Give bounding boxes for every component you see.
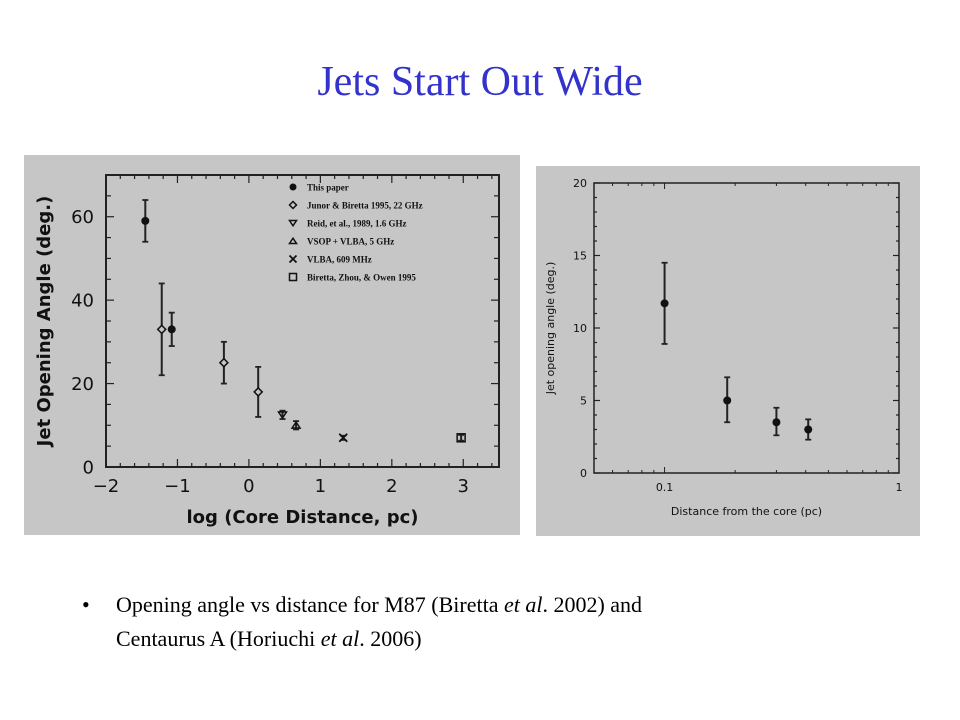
legend-entry: Reid, et al., 1989, 1.6 GHz	[307, 219, 407, 229]
bullet-item: • Opening angle vs distance for M87 (Bir…	[82, 588, 642, 622]
x-tick-label: 2	[386, 476, 397, 497]
data-point-filled-circle	[804, 425, 813, 434]
bullet-line-1: Opening angle vs distance for M87 (Biret…	[116, 592, 643, 617]
y-axis-title: Jet Opening Angle (deg.)	[34, 196, 55, 449]
m87-opening-angle-chart: −2 −1 0 1 2 3 0 20 40 60 log (Core Distance, pc) Je…	[34, 174, 500, 528]
x-tick-label: −1	[164, 476, 191, 497]
y-tick-label: 20	[573, 177, 587, 190]
bullet-list: • Opening angle vs distance for M87 (Bir…	[82, 588, 642, 656]
y-tick-label: 10	[573, 322, 587, 335]
legend-entry: Biretta, Zhou, & Owen 1995	[307, 273, 416, 283]
x-tick-label: 0.1	[656, 481, 674, 494]
data-point-filled-circle	[167, 325, 176, 334]
data-point-filled-circle	[723, 396, 732, 405]
y-tick-label: 0	[83, 457, 94, 478]
x-tick-label: 0	[243, 476, 254, 497]
data-point-square	[456, 433, 466, 443]
m87-chart-panel: −2 −1 0 1 2 3 0 20 40 60 log (Core Distance, pc) Je…	[24, 155, 520, 535]
x-tick-label: −2	[93, 476, 120, 497]
slide-title: Jets Start Out Wide	[317, 59, 643, 105]
data-point-cross	[288, 254, 298, 264]
plot-frame	[593, 182, 900, 474]
legend-entry: VSOP + VLBA, 5 GHz	[307, 237, 394, 247]
bullet-line-2: Centaurus A (Horiuchi et al. 2006)	[116, 626, 422, 651]
data-point-diamond	[156, 324, 167, 335]
data-point-triangle-down	[288, 219, 298, 228]
x-axis-title: Distance from the core (pc)	[671, 505, 822, 518]
x-tick-label: 1	[315, 476, 326, 497]
y-tick-label: 15	[573, 249, 587, 262]
y-tick-label: 5	[580, 394, 587, 407]
plot-frame	[105, 174, 500, 468]
data-point-diamond	[288, 200, 298, 210]
legend-entry: This paper	[307, 183, 349, 193]
y-tick-label: 20	[71, 374, 94, 395]
cena-chart-panel: 0.1 1 0 5 10 15 20 Distance from the core (pc) J…	[536, 166, 920, 536]
data-point-filled-circle	[772, 418, 781, 427]
data-point-triangle-up	[288, 236, 298, 245]
data-point-square	[288, 272, 298, 282]
legend-entry: Junor & Biretta 1995, 22 GHz	[307, 201, 423, 211]
data-point-diamond	[253, 386, 264, 397]
x-tick-label: 1	[896, 481, 903, 494]
x-tick-label: 3	[458, 476, 469, 497]
data-point-diamond	[218, 357, 229, 368]
y-tick-label: 60	[71, 207, 94, 228]
data-point-filled-circle	[141, 216, 150, 225]
bullet-marker: •	[82, 592, 90, 617]
y-tick-label: 40	[71, 290, 94, 311]
data-point-cross	[338, 433, 348, 443]
data-point-triangle-down	[277, 411, 288, 420]
y-axis-title: Jet opening angle (deg.)	[544, 262, 557, 396]
data-point-filled-circle	[289, 183, 297, 191]
data-point-filled-circle	[660, 299, 669, 308]
x-axis-title: log (Core Distance, pc)	[187, 507, 419, 528]
data-point-triangle-up	[290, 420, 302, 429]
legend-entry: VLBA, 609 MHz	[307, 255, 372, 265]
y-tick-label: 0	[580, 467, 587, 480]
